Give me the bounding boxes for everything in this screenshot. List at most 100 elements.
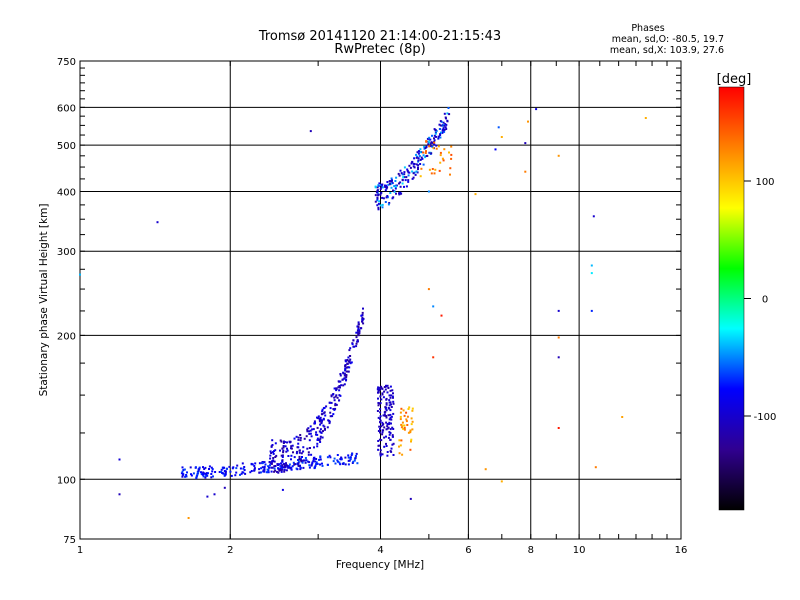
data-point xyxy=(439,120,442,123)
data-point xyxy=(443,124,446,127)
data-point xyxy=(224,471,227,474)
data-point xyxy=(374,185,377,188)
data-point xyxy=(428,136,431,139)
data-point xyxy=(313,457,315,459)
data-point xyxy=(497,126,500,129)
data-point xyxy=(378,425,381,428)
data-point xyxy=(404,179,407,182)
data-point xyxy=(379,449,382,452)
data-point xyxy=(285,462,287,465)
data-point xyxy=(390,406,393,408)
data-point xyxy=(291,465,294,468)
data-point xyxy=(236,464,239,467)
y-tick-label: 200 xyxy=(57,331,76,342)
data-point xyxy=(270,470,273,473)
data-point xyxy=(321,462,323,465)
data-point xyxy=(304,457,307,459)
chart-subtitle: RwPretec (8p) xyxy=(334,42,425,57)
data-point xyxy=(343,374,346,377)
data-point xyxy=(392,412,395,415)
data-point xyxy=(391,395,394,398)
data-point xyxy=(198,466,201,469)
data-point xyxy=(425,150,427,153)
data-point xyxy=(295,467,298,470)
data-point xyxy=(327,419,330,422)
data-point xyxy=(182,469,185,471)
data-point xyxy=(337,380,340,383)
data-point xyxy=(362,307,364,310)
data-point xyxy=(271,444,274,446)
data-point xyxy=(333,399,336,402)
data-point xyxy=(376,199,379,202)
data-point xyxy=(333,387,336,390)
data-point xyxy=(590,272,593,275)
data-point xyxy=(391,426,394,429)
data-point xyxy=(419,148,422,151)
data-point xyxy=(357,321,360,324)
data-point xyxy=(446,120,449,123)
data-point xyxy=(379,387,382,390)
data-point xyxy=(312,428,315,431)
data-point xyxy=(434,168,437,171)
data-point xyxy=(285,469,288,472)
data-point xyxy=(331,393,334,396)
data-point xyxy=(379,454,382,457)
data-point xyxy=(429,138,432,141)
data-point xyxy=(413,163,416,165)
grid-lines xyxy=(80,61,681,539)
data-point xyxy=(297,460,300,463)
data-point xyxy=(385,409,388,412)
data-point xyxy=(334,404,337,407)
data-point xyxy=(197,469,200,472)
data-point xyxy=(377,404,380,407)
data-point xyxy=(328,422,331,425)
data-point xyxy=(343,372,346,375)
data-point xyxy=(385,428,388,431)
data-point xyxy=(393,190,396,193)
data-point xyxy=(449,167,452,170)
data-point xyxy=(416,171,419,174)
data-point xyxy=(474,193,477,196)
data-point xyxy=(356,331,359,334)
data-point xyxy=(309,130,312,133)
data-point xyxy=(202,473,204,476)
data-point xyxy=(402,409,405,412)
data-point xyxy=(348,361,351,364)
data-point xyxy=(356,462,359,465)
data-point xyxy=(326,426,329,429)
data-point xyxy=(484,468,487,471)
data-point xyxy=(380,398,383,401)
data-point xyxy=(416,151,419,154)
data-point xyxy=(279,467,282,470)
data-point xyxy=(356,329,359,332)
data-point xyxy=(208,468,210,470)
data-point xyxy=(356,325,359,328)
data-point xyxy=(420,156,423,159)
data-point xyxy=(381,393,384,396)
data-point xyxy=(380,385,383,388)
data-point xyxy=(200,473,203,475)
data-point xyxy=(388,399,391,402)
data-point xyxy=(399,444,402,447)
data-point xyxy=(351,452,354,455)
data-point xyxy=(269,454,272,457)
data-point xyxy=(357,323,360,326)
data-point xyxy=(400,423,403,426)
data-point xyxy=(411,170,414,173)
data-point xyxy=(423,145,426,148)
data-point xyxy=(282,451,285,454)
data-point xyxy=(291,444,294,447)
data-point xyxy=(273,450,275,453)
data-point xyxy=(379,204,382,207)
data-point xyxy=(399,192,402,195)
data-point xyxy=(302,459,305,462)
data-point xyxy=(392,196,395,199)
data-point xyxy=(385,445,388,447)
data-point xyxy=(253,467,256,470)
data-point xyxy=(263,461,266,464)
data-point xyxy=(338,461,341,464)
data-point xyxy=(410,423,413,426)
data-point xyxy=(214,471,217,473)
data-point xyxy=(315,463,318,466)
data-point xyxy=(374,200,377,203)
